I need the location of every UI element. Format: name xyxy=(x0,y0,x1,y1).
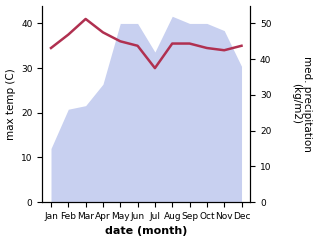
X-axis label: date (month): date (month) xyxy=(105,227,187,236)
Y-axis label: max temp (C): max temp (C) xyxy=(5,68,16,140)
Y-axis label: med. precipitation
(kg/m2): med. precipitation (kg/m2) xyxy=(291,56,313,152)
